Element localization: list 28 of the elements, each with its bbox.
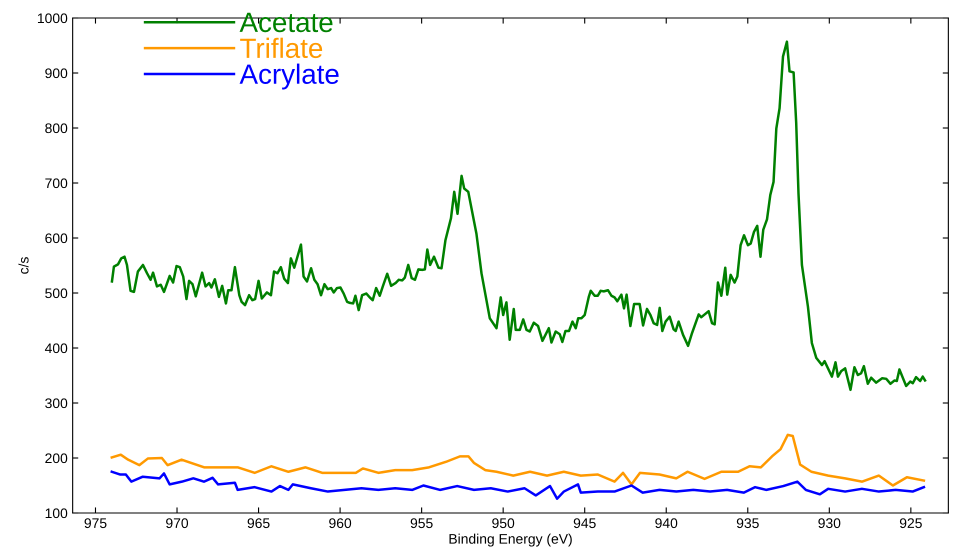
x-tick-label: 970 [166,518,188,528]
line-series [110,434,926,487]
y-tick-label: 1000 [38,13,68,24]
x-tick-label: 930 [818,518,840,528]
x-tick-label: 960 [329,518,352,528]
x-tick-label: 955 [410,518,433,528]
x-tick-label: 950 [492,518,514,528]
y-tick-label: 900 [45,68,68,78]
y-tick-label: 500 [45,288,68,298]
y-tick-label: 600 [45,233,68,244]
y-axis-title: c/s [18,257,29,274]
x-axis-title: Binding Energy (eV) [450,534,572,547]
legend-label: Acetate [240,12,332,32]
line-series [110,470,926,500]
x-tick-label: 935 [736,518,759,528]
y-tick-label: 800 [45,123,68,134]
x-tick-label: 965 [248,518,270,528]
x-tick-label: 975 [84,518,106,528]
legend-label: Triflate [240,38,322,58]
legend-label: Acrylate [240,64,339,90]
x-tick-label: 945 [574,518,596,528]
x-tick-label: 940 [655,518,678,528]
x-tick-label: 925 [900,518,922,528]
y-tick-label: 300 [45,398,68,408]
y-tick-label: 100 [46,508,68,518]
y-tick-label: 400 [44,343,68,354]
y-tick-label: 700 [45,178,68,188]
y-tick-label: 200 [45,453,68,464]
